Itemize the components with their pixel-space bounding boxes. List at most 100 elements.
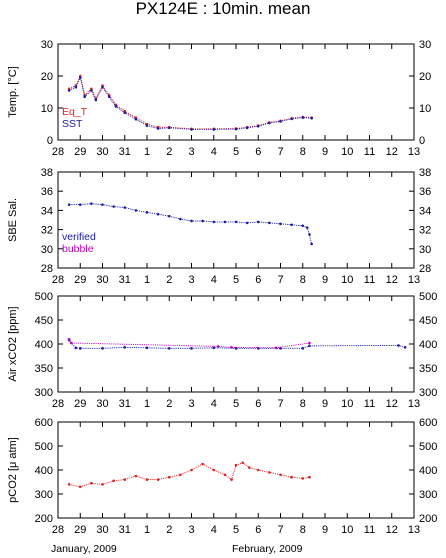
series-trace — [69, 462, 310, 488]
x-tick-label: 2 — [166, 146, 172, 158]
data-point — [279, 347, 282, 350]
month-label-january: January, 2009 — [51, 543, 117, 555]
x-tick-label: 3 — [188, 146, 194, 158]
x-tick-label: 1 — [144, 274, 150, 286]
data-point — [279, 120, 282, 123]
series-trace — [68, 338, 310, 349]
x-tick-label: 7 — [277, 398, 283, 410]
data-point — [223, 473, 227, 477]
data-point — [145, 124, 149, 127]
x-tick-label: 8 — [300, 398, 306, 410]
x-tick-label: 7 — [277, 524, 283, 536]
data-point — [290, 117, 293, 121]
data-point — [403, 346, 407, 349]
x-tick-label: 9 — [322, 146, 328, 158]
data-point — [190, 219, 193, 223]
y-tick-label-left: 0 — [47, 135, 53, 147]
data-point — [301, 116, 305, 119]
data-point — [134, 117, 138, 121]
x-tick-label: 5 — [233, 398, 239, 410]
data-point — [301, 224, 305, 228]
data-point — [212, 220, 216, 224]
data-point — [145, 211, 149, 214]
data-point — [290, 223, 293, 227]
x-tick-label: 5 — [233, 274, 239, 286]
data-point — [78, 203, 82, 206]
data-point — [67, 483, 71, 486]
x-tick-label: 3 — [188, 398, 194, 410]
x-tick-label: 4 — [211, 524, 217, 536]
plot-frame — [57, 421, 415, 519]
y-tick-label-left: 600 — [35, 417, 53, 429]
data-point — [279, 473, 282, 477]
x-tick-label: 10 — [341, 524, 353, 536]
month-label-february: February, 2009 — [232, 543, 303, 555]
series-trace — [68, 339, 406, 349]
x-tick-label: 1 — [144, 146, 150, 158]
y-tick-label-left: 38 — [41, 167, 53, 179]
data-point — [145, 478, 149, 481]
data-point — [234, 463, 238, 467]
data-point — [90, 89, 93, 92]
data-point — [245, 126, 249, 130]
y-tick-label-left: 400 — [35, 339, 53, 351]
x-tick-label: 31 — [119, 274, 131, 286]
y-tick-label-right: 400 — [419, 339, 437, 351]
data-point — [67, 337, 71, 341]
data-point — [212, 128, 216, 131]
data-point — [112, 479, 115, 483]
data-point — [310, 242, 313, 246]
y-tick-label-left: 30 — [41, 39, 53, 51]
legend-entry-verified: verified — [62, 231, 96, 243]
series-trace — [68, 76, 312, 130]
x-tick-label: 12 — [386, 524, 398, 536]
data-point — [74, 85, 78, 89]
data-point — [256, 220, 260, 224]
data-point — [308, 344, 311, 348]
x-tick-label: 10 — [341, 398, 353, 410]
data-point — [268, 221, 271, 225]
data-point — [201, 462, 204, 466]
x-tick-label: 11 — [364, 274, 375, 286]
y-tick-label-right: 0 — [419, 135, 425, 147]
data-point — [134, 474, 138, 478]
x-tick-label: 10 — [341, 146, 353, 158]
data-point — [179, 473, 182, 477]
x-tick-label: 2 — [166, 398, 172, 410]
data-point — [190, 468, 193, 472]
x-tick-label: 29 — [74, 146, 86, 158]
data-point — [101, 203, 104, 206]
y-tick-label-left: 300 — [35, 387, 53, 399]
y-tick-label-left: 350 — [35, 363, 53, 375]
data-point — [301, 477, 305, 480]
y-axis-label: pCO2 [μ atm] — [7, 437, 19, 503]
data-point — [248, 466, 251, 469]
x-tick-label: 9 — [322, 524, 328, 536]
data-point — [67, 203, 71, 206]
y-tick-label-right: 600 — [419, 417, 437, 429]
x-tick-label: 5 — [233, 524, 239, 536]
y-tick-label-right: 200 — [419, 513, 437, 525]
data-point — [167, 214, 171, 218]
y-tick-label-left: 20 — [41, 71, 53, 83]
x-tick-label: 10 — [341, 274, 353, 286]
legend-entry-sst: SST — [62, 118, 83, 130]
data-point — [190, 128, 193, 131]
x-tick-label: 6 — [255, 146, 261, 158]
x-tick-label: 9 — [322, 398, 328, 410]
data-point — [101, 483, 104, 486]
data-point — [156, 478, 160, 481]
data-point — [101, 85, 104, 89]
y-tick-label-left: 400 — [35, 465, 53, 477]
x-tick-label: 9 — [322, 274, 328, 286]
x-tick-label: 30 — [96, 274, 108, 286]
x-tick-label: 31 — [119, 146, 131, 158]
x-tick-label: 6 — [255, 398, 261, 410]
data-point — [305, 226, 309, 229]
data-point — [279, 222, 282, 226]
x-tick-label: 30 — [96, 398, 108, 410]
data-point — [201, 219, 204, 223]
data-point — [167, 126, 171, 130]
data-point — [308, 475, 311, 479]
